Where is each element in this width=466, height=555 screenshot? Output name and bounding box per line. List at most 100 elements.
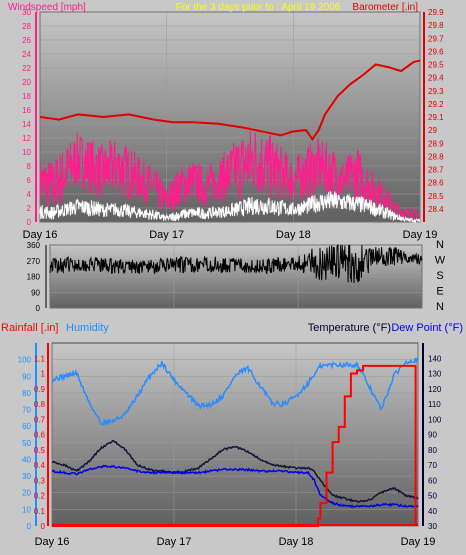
humidity-tick-label: 40 bbox=[22, 455, 31, 464]
temperature-tick-label: 120 bbox=[428, 385, 442, 394]
humidity-tick-label: 10 bbox=[22, 505, 31, 514]
rainfall-tick-label: 0 bbox=[41, 522, 46, 531]
barometer-tick-label: 28.9 bbox=[428, 139, 444, 148]
wind-direction-line bbox=[49, 244, 423, 284]
rainfall-tick-label: 0.7 bbox=[34, 415, 46, 424]
rainfall-tick-label: 0.3 bbox=[34, 476, 46, 485]
day-label: Day 17 bbox=[149, 229, 184, 241]
direction-tick-label: 0 bbox=[36, 304, 41, 313]
direction-series bbox=[49, 244, 423, 284]
compass-label: N bbox=[436, 301, 444, 313]
windspeed-tick-label: 26 bbox=[22, 36, 31, 45]
humidity-line bbox=[51, 356, 419, 427]
temperature-tick-labels: 30 40 50 60 70 80 90 100 110 120 130 140 bbox=[428, 354, 442, 531]
rain-temp-series bbox=[51, 356, 419, 527]
day-label: Day 18 bbox=[276, 229, 311, 241]
windspeed-tick-label: 8 bbox=[27, 162, 32, 171]
direction-tick-label: 90 bbox=[31, 288, 40, 297]
barometer-tick-label: 28.8 bbox=[428, 152, 444, 161]
windspeed-tick-label: 12 bbox=[22, 134, 31, 143]
humidity-tick-label: 20 bbox=[22, 489, 31, 498]
temperature-tick-label: 80 bbox=[428, 446, 437, 455]
humidity-tick-label: 30 bbox=[22, 472, 31, 481]
barometer-tick-label: 29.5 bbox=[428, 61, 444, 70]
rain-day-labels: Day 16 Day 17 Day 18 Day 19 bbox=[35, 536, 436, 548]
rainfall-tick-label: 0.6 bbox=[34, 431, 46, 440]
temperature-tick-label: 40 bbox=[428, 507, 437, 516]
rainfall-tick-label: 0.1 bbox=[34, 507, 46, 516]
temperature-axis-label: Temperature (°F) bbox=[308, 322, 391, 334]
temperature-tick-label: 100 bbox=[428, 415, 442, 424]
day-label: Day 18 bbox=[279, 536, 314, 548]
barometer-tick-label: 29.9 bbox=[428, 8, 444, 17]
barometer-tick-label: 29.3 bbox=[428, 87, 444, 96]
barometer-tick-label: 28.5 bbox=[428, 192, 444, 201]
humidity-tick-label: 80 bbox=[22, 389, 31, 398]
barometer-tick-label: 29.2 bbox=[428, 100, 444, 109]
humidity-tick-label: 100 bbox=[18, 356, 32, 365]
windspeed-tick-label: 22 bbox=[22, 64, 31, 73]
compass-label: E bbox=[436, 286, 443, 298]
compass-label: S bbox=[436, 270, 443, 282]
temperature-tick-label: 50 bbox=[428, 492, 437, 501]
temperature-tick-label: 30 bbox=[428, 522, 437, 531]
barometer-tick-label: 29.6 bbox=[428, 47, 444, 56]
rainfall-line bbox=[52, 364, 417, 527]
direction-tick-label: 360 bbox=[27, 241, 41, 250]
temperature-tick-label: 60 bbox=[428, 476, 437, 485]
windspeed-tick-label: 0 bbox=[27, 218, 32, 227]
rainfall-tick-label: 0.4 bbox=[34, 461, 46, 470]
day-label: Day 17 bbox=[157, 536, 192, 548]
direction-tick-label: 180 bbox=[27, 273, 41, 282]
barometer-line bbox=[39, 59, 421, 142]
barometer-tick-label: 28.6 bbox=[428, 179, 444, 188]
humidity-tick-label: 70 bbox=[22, 406, 31, 415]
direction-tick-label: 270 bbox=[27, 257, 41, 266]
humidity-tick-labels: 0 10 20 30 40 50 60 70 80 90 100 bbox=[18, 356, 32, 531]
direction-tick-labels: 0 90 180 270 360 bbox=[27, 241, 41, 313]
dewpoint-axis-label: Dew Point (°F) bbox=[391, 322, 463, 334]
dewpoint-line bbox=[51, 464, 419, 509]
rainfall-tick-label: 1 bbox=[41, 370, 46, 379]
temperature-tick-label: 130 bbox=[428, 370, 442, 379]
windspeed-tick-label: 20 bbox=[22, 78, 31, 87]
barometer-tick-label: 29 bbox=[428, 126, 437, 135]
barometer-tick-label: 29.4 bbox=[428, 74, 444, 83]
temperature-tick-label: 70 bbox=[428, 461, 437, 470]
windspeed-tick-label: 16 bbox=[22, 106, 31, 115]
humidity-tick-label: 50 bbox=[22, 439, 31, 448]
windspeed-tick-label: 6 bbox=[27, 176, 32, 185]
rainfall-tick-label: 0.2 bbox=[34, 492, 46, 501]
barometer-tick-labels: 28.4 28.5 28.6 28.7 28.8 28.9 29 29.1 29.2 29.3 29… bbox=[428, 8, 444, 214]
rainfall-tick-label: 1.1 bbox=[34, 354, 46, 363]
windspeed-tick-label: 28 bbox=[22, 22, 31, 31]
barometer-tick-label: 28.7 bbox=[428, 166, 444, 175]
windspeed-tick-label: 24 bbox=[22, 50, 31, 59]
wind-series bbox=[39, 59, 421, 224]
humidity-axis-label: Humidity bbox=[66, 322, 109, 334]
day-label: Day 19 bbox=[401, 536, 436, 548]
windspeed-axis-label: Windspeed [mph] bbox=[8, 2, 86, 13]
day-label: Day 16 bbox=[23, 229, 58, 241]
temperature-tick-label: 110 bbox=[428, 400, 441, 409]
barometer-tick-label: 28.4 bbox=[428, 205, 444, 214]
windspeed-tick-label: 30 bbox=[22, 8, 31, 17]
barometer-tick-label: 29.8 bbox=[428, 21, 444, 30]
windspeed-tick-label: 14 bbox=[22, 120, 31, 129]
direction-gridlines bbox=[49, 244, 423, 309]
rainfall-axis-label: Rainfall [.in] bbox=[1, 322, 58, 334]
chart-title: For the 3 days prior to : April 19 2006 bbox=[176, 2, 341, 13]
rain-gridlines bbox=[51, 343, 419, 527]
compass-label: W bbox=[435, 255, 446, 267]
temperature-tick-label: 90 bbox=[428, 431, 437, 440]
humidity-tick-label: 0 bbox=[27, 522, 32, 531]
compass-label: N bbox=[436, 239, 444, 251]
day-label: Day 19 bbox=[403, 229, 438, 241]
windspeed-tick-label: 4 bbox=[27, 190, 32, 199]
wind-day-labels: Day 16 Day 17 Day 18 Day 19 bbox=[23, 229, 438, 241]
